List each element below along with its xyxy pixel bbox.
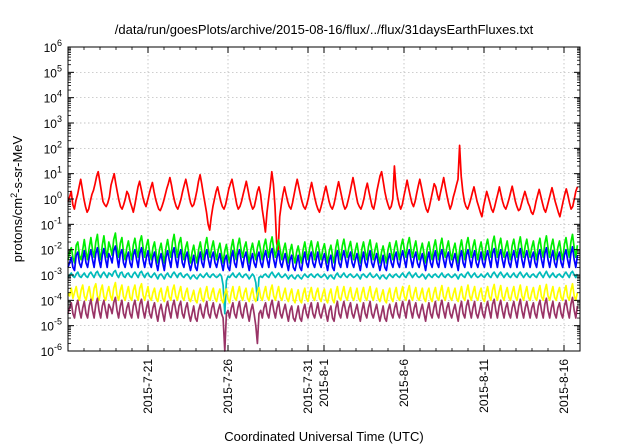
series-line-3	[67, 245, 579, 272]
series-line-5	[67, 281, 579, 304]
series-group	[67, 144, 579, 352]
y-tick-base: 10	[44, 193, 58, 207]
y-tick-label: 106	[44, 38, 62, 55]
y-axis-title-base: protons/cm	[10, 198, 25, 262]
y-tick-exponent: -4	[54, 291, 62, 301]
y-tick-exponent: 1	[57, 165, 62, 175]
x-tick-label: 2015-8-6	[397, 359, 411, 407]
y-tick-exponent: -1	[54, 215, 62, 225]
y-tick-base: 10	[41, 269, 55, 283]
y-tick-exponent: 0	[57, 190, 62, 200]
y-tick-exponent: -2	[54, 241, 62, 251]
x-tick-label: 2015-8-11	[477, 359, 491, 413]
y-axis-title-rest: -s-sr-MeV	[10, 135, 25, 192]
x-axis-title: Coordinated Universal Time (UTC)	[224, 429, 423, 444]
x-tick-label: 2015-8-1	[317, 359, 331, 407]
series-line-2	[67, 232, 579, 264]
y-tick-label: 10-3	[41, 266, 62, 283]
y-tick-exponent: 4	[57, 89, 62, 99]
y-tick-exponent: 2	[57, 139, 62, 149]
y-tick-label: 10-6	[41, 342, 62, 359]
y-tick-base: 10	[44, 41, 58, 55]
x-tick-label: 2015-7-26	[221, 359, 235, 414]
y-tick-base: 10	[41, 294, 55, 308]
y-tick-exponent: 5	[57, 63, 62, 73]
chart-title: /data/run/goesPlots/archive/2015-08-16/f…	[115, 22, 534, 37]
y-tick-base: 10	[44, 142, 58, 156]
series-line-4	[67, 269, 579, 315]
y-tick-label: 10-2	[41, 241, 62, 258]
y-tick-label: 105	[44, 63, 62, 80]
y-tick-exponent: -3	[54, 266, 62, 276]
x-tick-label: 2015-7-31	[301, 359, 315, 414]
y-tick-base: 10	[41, 244, 55, 258]
series-line-6	[67, 296, 579, 352]
y-tick-label: 100	[44, 190, 62, 207]
y-tick-label: 10-1	[41, 215, 62, 232]
y-tick-base: 10	[44, 66, 58, 80]
y-tick-base: 10	[41, 320, 55, 334]
y-tick-base: 10	[44, 168, 58, 182]
y-tick-exponent: 3	[57, 114, 62, 124]
y-tick-label: 101	[44, 165, 62, 182]
y-tick-base: 10	[44, 92, 58, 106]
y-tick-exponent: -6	[54, 342, 62, 352]
series-line-1	[67, 144, 579, 253]
y-tick-base: 10	[41, 218, 55, 232]
y-tick-label: 102	[44, 139, 62, 156]
y-tick-base: 10	[41, 345, 55, 359]
y-tick-label: 104	[44, 89, 62, 106]
y-tick-exponent: 6	[57, 38, 62, 48]
y-axis-title: protons/cm2-s-sr-MeV	[9, 135, 25, 262]
y-axis: 10-610-510-410-310-210-11001011021031041…	[41, 38, 580, 359]
y-tick-label: 10-4	[41, 291, 62, 308]
y-tick-base: 10	[44, 117, 58, 131]
y-tick-label: 103	[44, 114, 62, 131]
y-axis-title-sup: 2	[9, 193, 19, 198]
x-tick-label: 2015-7-21	[141, 359, 155, 414]
x-tick-label: 2015-8-16	[557, 359, 571, 414]
x-axis: 2015-7-21 2015-7-26 2015-7-31 2015-8-1 2015-…	[83, 47, 571, 414]
y-tick-exponent: -5	[54, 317, 62, 327]
y-tick-label: 10-5	[41, 317, 62, 334]
